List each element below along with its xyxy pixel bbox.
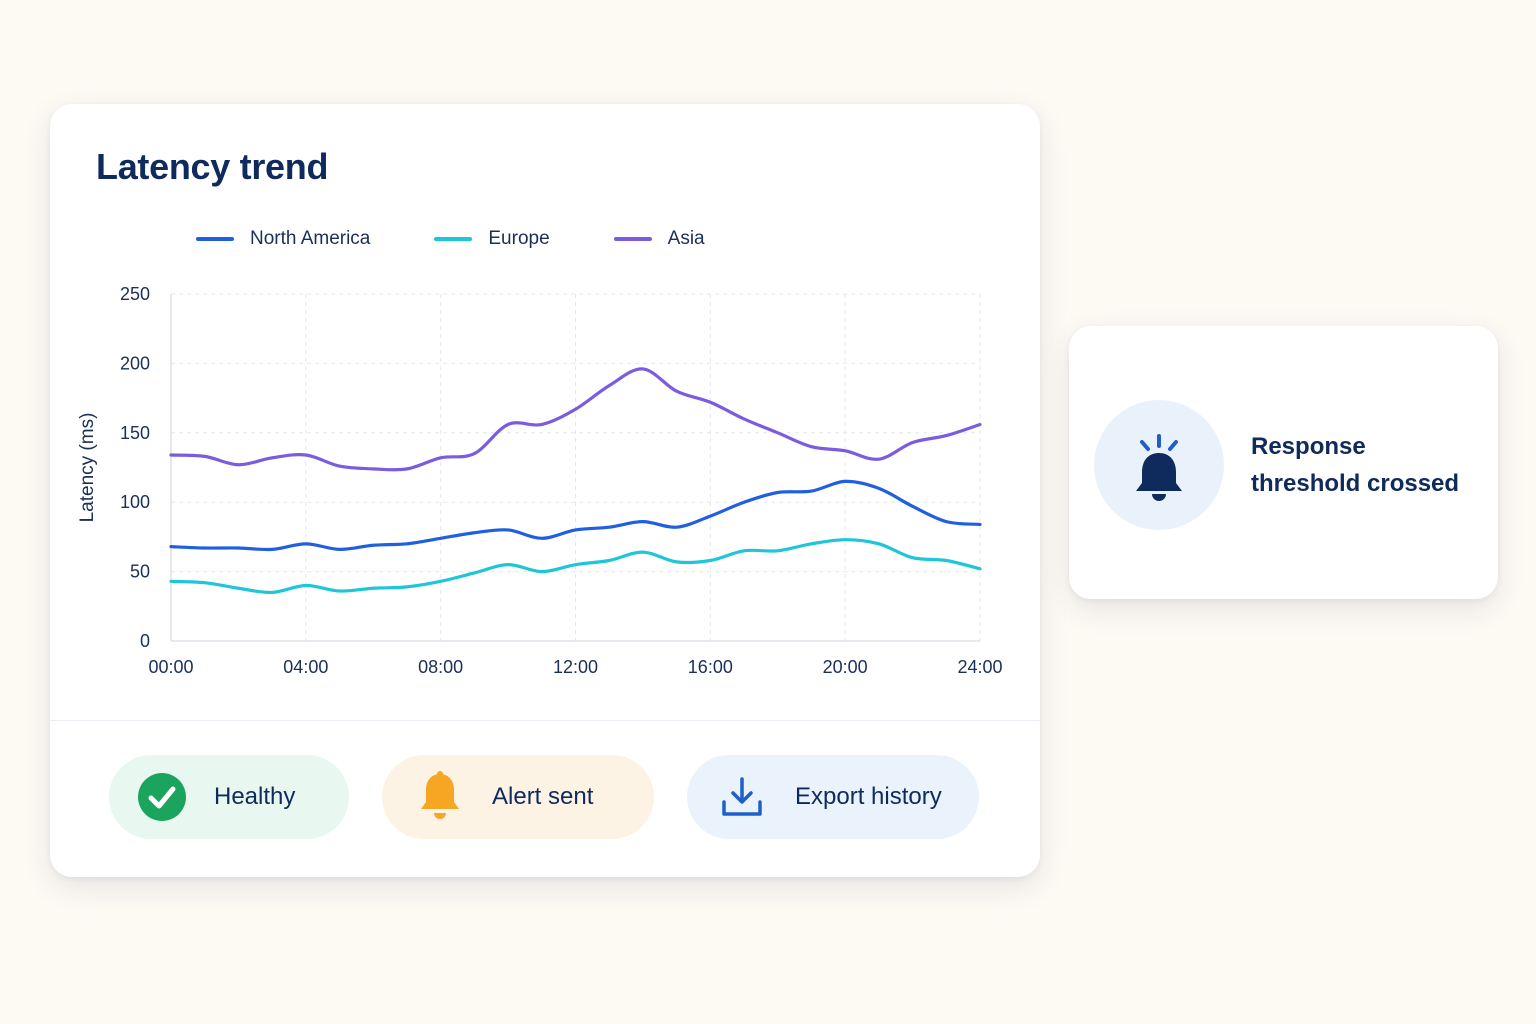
x-tick-label: 24:00 [957,657,1002,677]
legend-item-europe: Europe [434,228,550,250]
y-tick-label: 150 [120,423,150,443]
legend-item-asia: Asia [613,228,705,250]
healthy-label: Healthy [214,783,296,810]
y-axis-label: Latency (ms) [77,413,98,523]
alert-sent-pill: Alert sent [382,755,654,839]
x-tick-label: 04:00 [283,657,328,677]
bell-ringing-icon [1124,422,1194,508]
series-line-north-america [169,479,982,552]
legend-swatch-north-america [196,237,234,241]
series-line-europe [169,538,982,595]
download-icon [721,776,763,818]
card-divider [50,720,1040,721]
x-tick-label: 08:00 [418,657,463,677]
y-tick-label: 100 [120,492,150,512]
notification-text: Response threshold crossed [1251,433,1460,497]
legend-label-europe: Europe [488,228,550,249]
legend-label-asia: Asia [667,228,705,249]
legend-swatch-asia [613,237,652,241]
y-tick-label: 200 [120,353,150,373]
notification-icon-badge [1094,400,1224,530]
latency-card: Latency trend North America Europe Asia … [50,104,1040,877]
y-tick-label: 250 [120,284,150,304]
x-tick-label: 12:00 [553,657,598,677]
card-title: Latency trend [96,146,329,187]
y-tick-label: 50 [130,562,150,582]
x-tick-label: 16:00 [688,657,733,677]
export-history-label: Export history [795,783,942,810]
y-tick-label: 0 [140,631,150,651]
check-circle-icon [138,773,186,821]
bell-icon [418,771,462,823]
status-row: Healthy Alert sent Export history [109,755,989,839]
legend-swatch-europe [434,237,473,241]
x-tick-label: 00:00 [148,657,193,677]
export-history-button[interactable]: Export history [687,755,979,839]
threshold-notification: Response threshold crossed [1069,326,1498,599]
x-tick-label: 20:00 [823,657,868,677]
legend-label-north-america: North America [250,228,371,249]
series-line-asia [169,367,982,472]
legend-item-north-america: North America [196,228,370,250]
latency-chart: 0 50 100 150 200 250 00:00 04:00 08:00 12:00 16:00… [77,284,1003,677]
chart-legend: North America Europe Asia [196,228,769,250]
alert-sent-label: Alert sent [492,783,594,810]
healthy-status-pill: Healthy [109,755,349,839]
